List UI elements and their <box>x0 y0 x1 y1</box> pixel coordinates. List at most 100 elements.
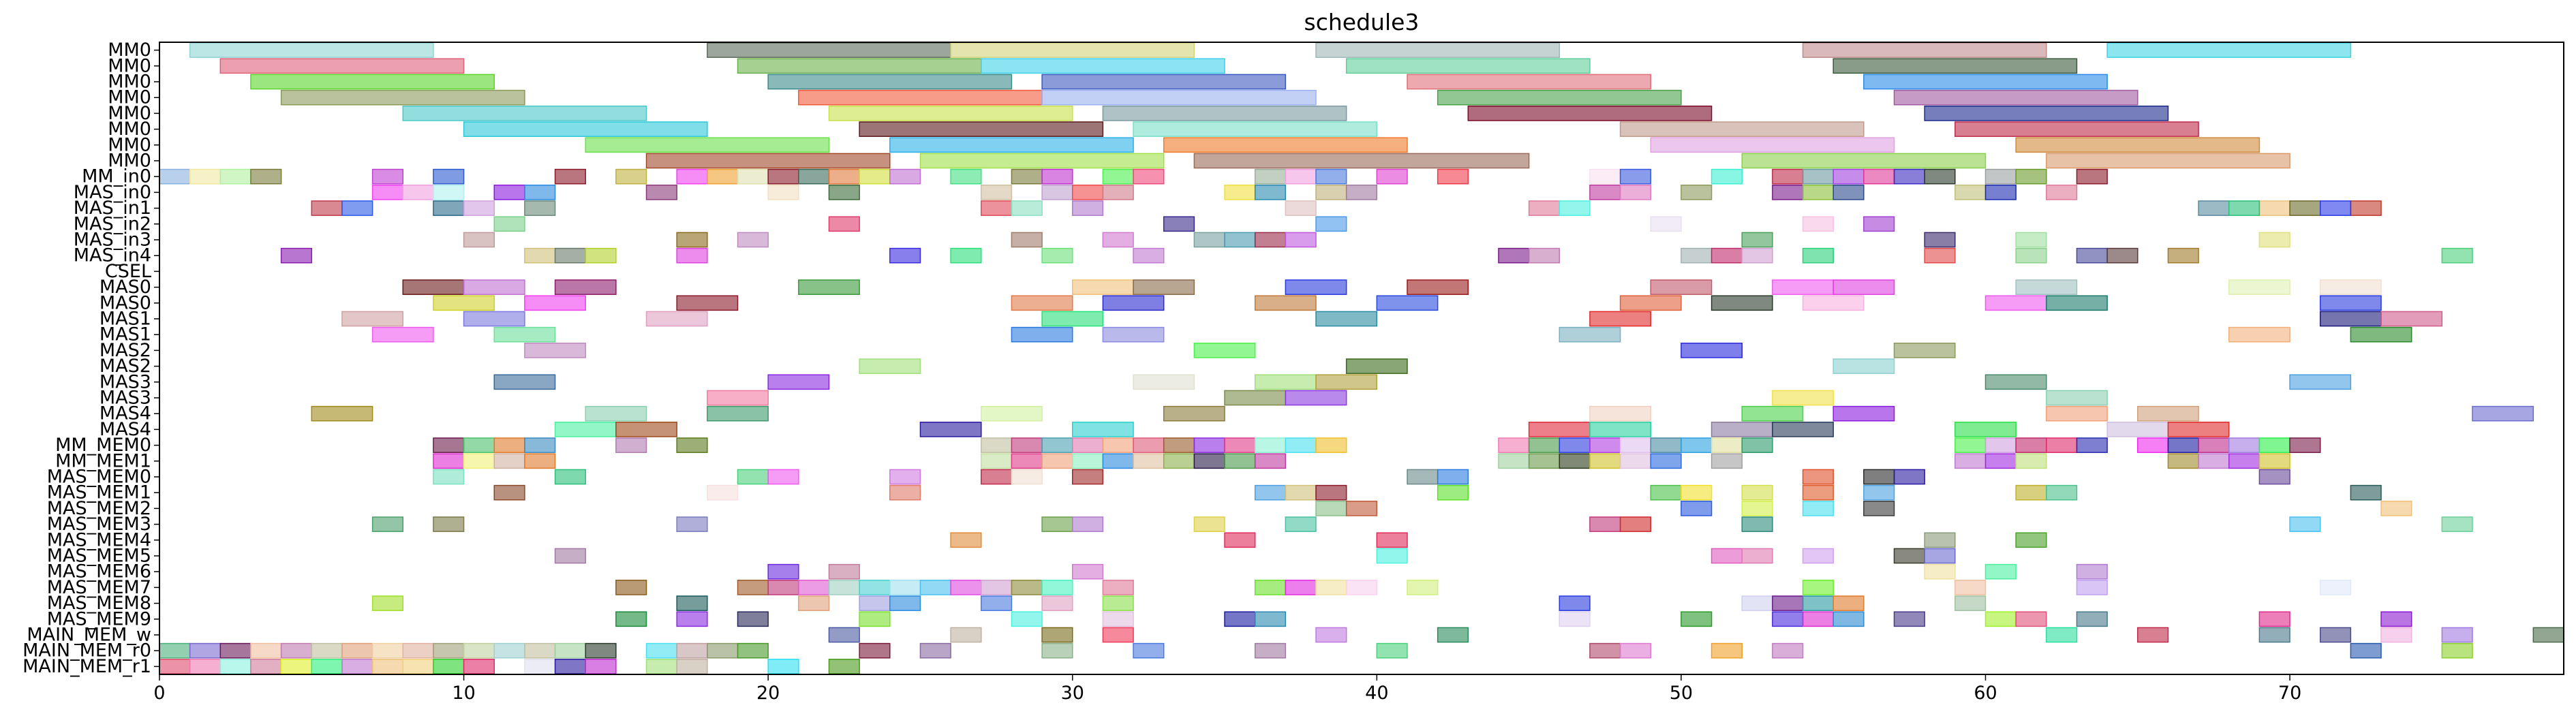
task-bar <box>2350 328 2411 342</box>
task-bar <box>2016 486 2046 500</box>
task-bar <box>677 659 707 674</box>
task-bar <box>799 170 829 184</box>
task-bar <box>525 343 585 358</box>
task-bar <box>616 438 647 452</box>
x-tick-label: 60 <box>1974 683 1997 704</box>
task-bar <box>1316 580 1347 595</box>
task-bar <box>1773 185 1803 200</box>
task-bar <box>2290 201 2320 215</box>
task-bar <box>1712 170 1743 184</box>
task-bar <box>1833 359 1894 373</box>
task-bar <box>281 249 312 263</box>
task-bar <box>555 548 586 563</box>
task-bar <box>1985 565 2016 579</box>
task-bar <box>1559 201 1590 215</box>
task-bar <box>2381 627 2412 642</box>
task-bar <box>677 644 707 658</box>
x-tick-label: 20 <box>756 683 780 704</box>
task-bar <box>2016 249 2046 263</box>
task-bar <box>494 438 525 452</box>
task-bar <box>2016 612 2046 626</box>
task-bar <box>1773 422 1833 437</box>
task-bar <box>2229 280 2290 294</box>
task-bar <box>433 469 464 484</box>
task-bar <box>2016 138 2259 152</box>
task-bar <box>403 659 433 674</box>
task-bar <box>555 469 586 484</box>
task-bar <box>433 201 464 215</box>
task-bar <box>768 580 799 595</box>
task-bar <box>494 644 525 658</box>
task-bar <box>1864 501 1895 516</box>
task-bar <box>1681 486 1712 500</box>
task-bar <box>1103 296 1163 310</box>
task-bar <box>464 311 525 326</box>
task-bar <box>433 296 494 310</box>
task-bar <box>2138 627 2168 642</box>
task-bar <box>981 201 1012 215</box>
task-bar <box>1651 454 1681 468</box>
task-bar <box>1194 517 1225 531</box>
task-bar <box>1499 249 1529 263</box>
task-bar <box>2046 486 2077 500</box>
task-bar <box>768 74 1011 89</box>
task-bar <box>1742 486 1773 500</box>
task-bar <box>1681 343 1742 358</box>
task-bar <box>1194 454 1225 468</box>
task-bar <box>1133 122 1377 136</box>
task-bar <box>494 486 525 500</box>
task-bar <box>2016 232 2046 247</box>
task-bar <box>677 596 707 610</box>
task-bar <box>159 644 190 658</box>
task-bar <box>1438 486 1469 500</box>
task-bar <box>190 43 433 57</box>
task-bar <box>1712 548 1743 563</box>
task-bar <box>1225 454 1255 468</box>
task-bar <box>1803 217 1834 231</box>
task-bar <box>1103 170 1133 184</box>
task-bar <box>1438 170 1469 184</box>
task-bar <box>1590 422 1651 437</box>
task-bar <box>1103 454 1133 468</box>
task-bar <box>433 659 464 674</box>
task-bar <box>220 170 251 184</box>
task-bar <box>2259 232 2290 247</box>
task-bar <box>494 185 525 200</box>
task-bar <box>2076 580 2107 595</box>
task-bar <box>1925 533 1955 547</box>
task-bar <box>707 390 768 405</box>
task-bar <box>251 74 494 89</box>
task-bar <box>738 612 769 626</box>
task-bar <box>1377 296 1437 310</box>
task-bar <box>525 644 555 658</box>
task-bar <box>1255 612 1286 626</box>
task-bar <box>585 659 616 674</box>
task-bar <box>1864 469 1895 484</box>
task-bar <box>1255 580 1286 595</box>
task-bar <box>2107 422 2168 437</box>
task-bar <box>1225 533 1255 547</box>
task-bar <box>1590 407 1651 421</box>
task-bar <box>1864 74 2107 89</box>
task-bar <box>1042 249 1073 263</box>
task-bar <box>1803 469 1834 484</box>
task-bar <box>525 201 555 215</box>
task-bar <box>981 596 1012 610</box>
task-bar <box>859 359 920 373</box>
task-bar <box>2290 517 2320 531</box>
task-bar <box>920 580 951 595</box>
task-bar <box>1833 407 1894 421</box>
task-bar <box>1073 201 1103 215</box>
task-bar <box>1225 185 1255 200</box>
task-bar <box>251 170 281 184</box>
task-bar <box>1590 454 1621 468</box>
task-bar <box>1529 249 1560 263</box>
task-bar <box>494 328 555 342</box>
task-bar <box>433 185 464 200</box>
task-bar <box>2168 438 2198 452</box>
task-bar <box>1590 517 1621 531</box>
task-bar <box>1833 59 2076 73</box>
task-bar <box>585 644 616 658</box>
task-bar <box>677 438 707 452</box>
x-tick-label: 50 <box>1670 683 1693 704</box>
